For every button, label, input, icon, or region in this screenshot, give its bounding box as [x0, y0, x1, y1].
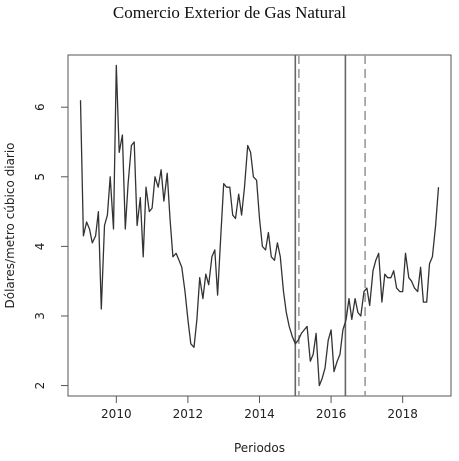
x-axis-label: Periodos — [234, 441, 285, 455]
chart-title: Comercio Exterior de Gas Natural — [112, 3, 347, 22]
x-tick-label: 2014 — [244, 407, 275, 421]
y-tick-label: 2 — [33, 382, 47, 390]
y-tick-label: 6 — [33, 103, 47, 111]
x-tick-label: 2018 — [387, 407, 418, 421]
y-tick-label: 5 — [33, 173, 47, 181]
x-tick-label: 2016 — [316, 407, 347, 421]
y-axis-label: Dólares/metro cúbico diario — [3, 142, 17, 308]
x-tick-label: 2010 — [101, 407, 132, 421]
y-tick-label: 4 — [33, 243, 47, 251]
x-tick-label: 2012 — [173, 407, 204, 421]
y-tick-label: 3 — [33, 312, 47, 320]
series-line-1 — [79, 64, 440, 387]
